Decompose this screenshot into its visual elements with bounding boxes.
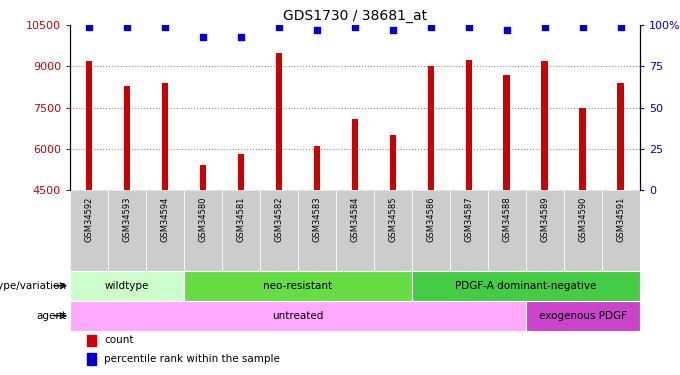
Point: [577, 24, 588, 30]
Point: [235, 34, 246, 40]
Bar: [564, 190, 602, 271]
Bar: [374, 190, 412, 271]
Bar: [146, 190, 184, 271]
Text: GSM34591: GSM34591: [616, 196, 626, 242]
Text: GSM34587: GSM34587: [464, 196, 473, 242]
Title: GDS1730 / 38681_at: GDS1730 / 38681_at: [283, 9, 427, 23]
Bar: [87, 353, 96, 364]
Bar: [313, 146, 320, 190]
Bar: [275, 53, 282, 190]
Bar: [617, 83, 624, 190]
Text: count: count: [104, 335, 134, 345]
Bar: [200, 165, 207, 190]
Bar: [412, 190, 450, 271]
Point: [350, 24, 360, 30]
Bar: [237, 154, 244, 190]
Text: GSM34594: GSM34594: [160, 196, 169, 242]
Point: [311, 27, 322, 33]
Bar: [352, 118, 358, 190]
Point: [198, 34, 209, 40]
Point: [84, 24, 95, 30]
Point: [426, 24, 437, 30]
Text: GSM34588: GSM34588: [503, 196, 511, 242]
Text: GSM34585: GSM34585: [388, 196, 397, 242]
Bar: [488, 190, 526, 271]
Bar: [390, 135, 396, 190]
Bar: [450, 190, 488, 271]
Text: GSM34590: GSM34590: [579, 196, 588, 242]
Text: GSM34589: GSM34589: [541, 196, 549, 242]
Point: [388, 27, 398, 33]
Bar: [222, 190, 260, 271]
Text: GSM34581: GSM34581: [237, 196, 245, 242]
Text: GSM34584: GSM34584: [350, 196, 360, 242]
Text: genotype/variation: genotype/variation: [0, 281, 66, 291]
Text: GSM34583: GSM34583: [313, 196, 322, 242]
Bar: [412, 271, 640, 301]
Bar: [466, 60, 473, 190]
Text: percentile rank within the sample: percentile rank within the sample: [104, 354, 280, 364]
Bar: [579, 108, 586, 190]
Text: neo-resistant: neo-resistant: [263, 281, 333, 291]
Bar: [108, 190, 146, 271]
Point: [122, 24, 133, 30]
Text: PDGF-A dominant-negative: PDGF-A dominant-negative: [455, 281, 596, 291]
Bar: [124, 86, 131, 190]
Bar: [336, 190, 374, 271]
Bar: [184, 271, 412, 301]
Bar: [70, 271, 184, 301]
Text: GSM34580: GSM34580: [199, 196, 207, 242]
Point: [160, 24, 171, 30]
Text: agent: agent: [36, 311, 66, 321]
Bar: [526, 190, 564, 271]
Bar: [503, 75, 510, 190]
Bar: [70, 190, 108, 271]
Text: GSM34593: GSM34593: [122, 196, 131, 242]
Point: [615, 24, 626, 30]
Text: GSM34586: GSM34586: [426, 196, 435, 242]
Bar: [162, 83, 169, 190]
Point: [273, 24, 284, 30]
Bar: [86, 61, 92, 190]
Bar: [526, 301, 640, 331]
Text: GSM34592: GSM34592: [84, 196, 94, 242]
Bar: [70, 301, 526, 331]
Bar: [602, 190, 640, 271]
Text: GSM34582: GSM34582: [275, 196, 284, 242]
Bar: [298, 190, 336, 271]
Text: wildtype: wildtype: [105, 281, 149, 291]
Point: [464, 24, 475, 30]
Text: exogenous PDGF: exogenous PDGF: [539, 311, 627, 321]
Bar: [184, 190, 222, 271]
Bar: [428, 66, 435, 190]
Point: [539, 24, 550, 30]
Point: [501, 27, 512, 33]
Bar: [87, 334, 96, 346]
Bar: [260, 190, 298, 271]
Bar: [541, 61, 548, 190]
Text: untreated: untreated: [272, 311, 324, 321]
